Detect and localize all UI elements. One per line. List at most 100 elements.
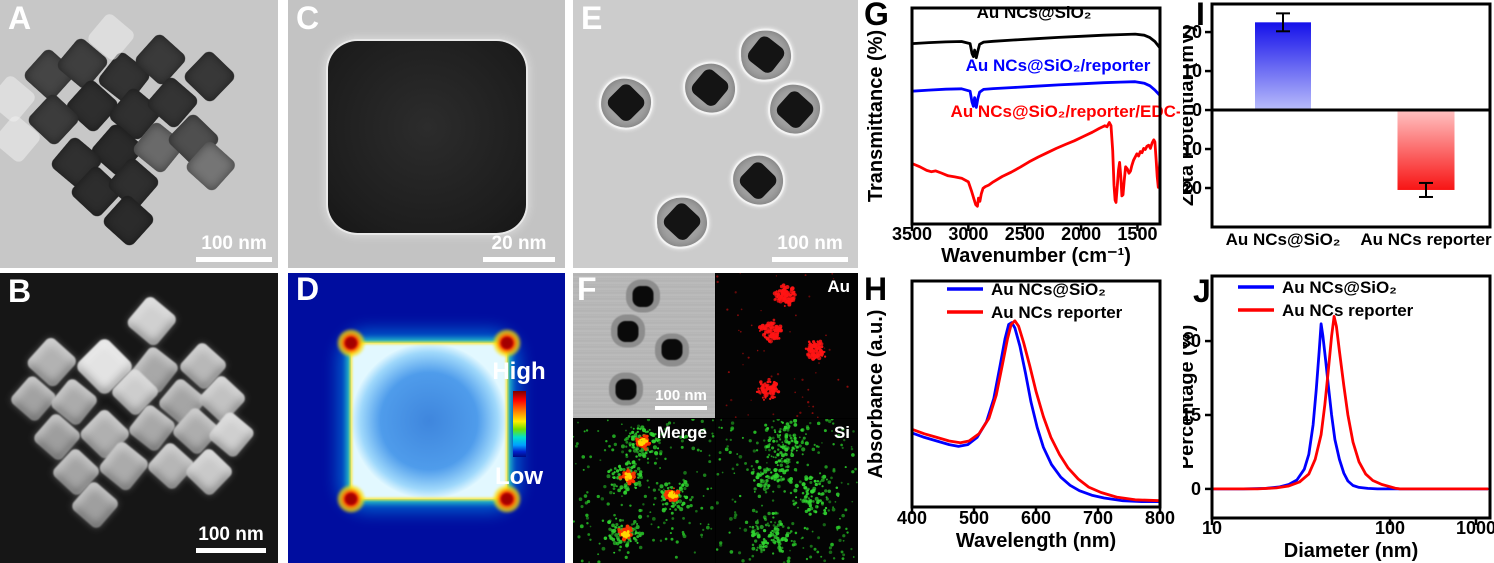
series-label: Au NCs@SiO₂/reporter/EDC-NHS <box>951 102 1180 121</box>
panel-a-label: A <box>8 0 32 36</box>
silica-shell <box>625 279 660 313</box>
colorbar-high-label: High <box>492 358 546 385</box>
si-map-dots <box>716 419 858 563</box>
legend-label: Au NCs@SiO₂ <box>1282 278 1397 297</box>
y-tick-label: -10 <box>1183 139 1202 159</box>
x-axis-label: Wavenumber (cm⁻¹) <box>941 245 1131 267</box>
panel-h-absorbance-chart: H 400 500 600 700 800 Au NCs@SiO₂ Au NCs repor… <box>862 273 1180 563</box>
si-map-label: Si <box>833 423 850 442</box>
bar-category-label: Au NCs@SiO₂ <box>1226 230 1341 249</box>
panel-a-tem-image: A 100 nm <box>0 0 278 268</box>
x-tick-label: 700 <box>1083 508 1113 528</box>
scalebar-line <box>772 257 848 262</box>
x-axis-label: Diameter (nm) <box>1284 540 1418 562</box>
scalebar-line <box>196 548 266 553</box>
silica-shell <box>739 28 794 82</box>
silica-shell <box>655 195 710 249</box>
legend-label: Au NCs@SiO₂ <box>991 280 1106 299</box>
panel-i-label: I <box>1196 0 1205 32</box>
scalebar-text: 100 nm <box>201 233 267 254</box>
silica-shell <box>768 82 823 136</box>
colorbar-gradient <box>512 391 526 458</box>
gold-core <box>632 285 654 307</box>
merge-map-dots <box>573 419 715 563</box>
panel-b-label: B <box>8 273 32 309</box>
y-tick-label: 30 <box>1183 331 1201 351</box>
x-tick-label: 3000 <box>948 224 988 244</box>
plot-frame <box>910 6 1162 226</box>
gold-core <box>688 66 731 109</box>
scalebar-text: 100 nm <box>198 524 264 545</box>
gold-core <box>604 81 648 124</box>
panel-a-scalebar: 100 nm <box>196 233 272 262</box>
x-axis-label: Wavelength (nm) <box>956 530 1116 552</box>
panel-c-scalebar: 20 nm <box>483 233 555 262</box>
x-tick-label: 1000 <box>1456 518 1494 538</box>
series-2 <box>910 121 1162 208</box>
nanocube <box>125 294 179 348</box>
au-map: Au <box>716 273 858 418</box>
gold-core <box>737 159 780 202</box>
panel-g-ftir-chart: G 3500 3000 2500 2000 1500 Au NCs@SiO₂ Au NCs@… <box>862 0 1180 268</box>
panel-f-label: F <box>577 273 597 307</box>
scalebar-line <box>196 257 272 262</box>
x-tick-label: 800 <box>1145 508 1175 528</box>
panel-b-scalebar: 100 nm <box>196 524 266 553</box>
y-tick-label: 20 <box>1183 22 1202 42</box>
panel-c-tem-single-cube: C 20 nm <box>288 0 565 268</box>
dls-chart: 10 100 1000 0 15 30 Au NCs@SiO₂ Au NCs reporter… <box>1183 274 1494 562</box>
panel-b-sem-image: B 100 nm <box>0 273 278 563</box>
plot-frame <box>1210 274 1492 520</box>
series-1 <box>910 319 1162 503</box>
au-map-dots <box>716 273 849 418</box>
panel-i-zeta-chart: I 20 10 0 -10 -20 Au NCs@SiO₂ Au NCs reporter Z… <box>1183 0 1494 268</box>
simulation-map <box>336 328 522 514</box>
zeta-chart: 20 10 0 -10 -20 Au NCs@SiO₂ Au NCs reporter Zet… <box>1183 2 1492 249</box>
x-tick-label: 2500 <box>1005 224 1045 244</box>
au-map-label: Au <box>827 277 850 296</box>
series-label: Au NCs@SiO₂/reporter <box>966 56 1151 75</box>
stem-image: F 100 nm <box>573 273 715 418</box>
panel-c-label: C <box>296 0 320 36</box>
panel-f-scalebar: 100 nm <box>655 387 707 410</box>
merge-map-label: Merge <box>656 423 707 442</box>
panel-e-tem-coreshell: E 100 nm <box>573 0 858 268</box>
silica-shell <box>611 314 646 348</box>
panel-d-field-simulation: D High Low <box>288 273 565 563</box>
legend-label: Au NCs reporter <box>1282 301 1414 320</box>
y-axis-label: Absorbance (a.u.) <box>865 310 887 479</box>
x-tick-label: 2000 <box>1061 224 1101 244</box>
panel-h-label: H <box>864 273 888 307</box>
silica-shell <box>655 333 690 367</box>
series-1 <box>910 80 1162 109</box>
silica-shell <box>682 61 737 115</box>
ftir-chart: 3500 3000 2500 2000 1500 Au NCs@SiO₂ Au NCs@Si… <box>865 3 1180 267</box>
panel-f-eds-mapping: F 100 nm Au Merge Si <box>573 273 858 563</box>
y-tick-label: 0 <box>1191 479 1201 499</box>
y-tick-label: 15 <box>1183 405 1201 425</box>
x-tick-label: 400 <box>897 508 927 528</box>
silica-shell <box>731 153 786 207</box>
scalebar-text: 100 nm <box>655 387 707 404</box>
legend-label: Au NCs reporter <box>991 303 1123 322</box>
x-tick-label: 3500 <box>892 224 932 244</box>
plot-frame <box>1210 2 1492 229</box>
panel-d-label: D <box>296 273 320 307</box>
scalebar-text: 100 nm <box>777 233 843 254</box>
series-label: Au NCs@SiO₂ <box>977 3 1092 22</box>
series-0 <box>1210 322 1489 491</box>
colorbar: High Low <box>487 358 551 490</box>
gold-core <box>774 87 817 131</box>
panel-e-label: E <box>581 0 603 36</box>
absorbance-chart: 400 500 600 700 800 Au NCs@SiO₂ Au NCs reporte… <box>865 279 1175 552</box>
silica-shell <box>599 76 653 130</box>
x-tick-label: 10 <box>1202 518 1222 538</box>
scalebar-line <box>655 406 707 410</box>
y-axis-label: Zeta Potential (mV) <box>1183 25 1198 206</box>
series-1 <box>1210 315 1489 491</box>
series-0 <box>910 321 1162 503</box>
y-axis-label: Transmittance (%) <box>865 30 887 202</box>
y-axis-label: Percentage (%) <box>1183 325 1198 470</box>
nanocube <box>183 446 235 499</box>
